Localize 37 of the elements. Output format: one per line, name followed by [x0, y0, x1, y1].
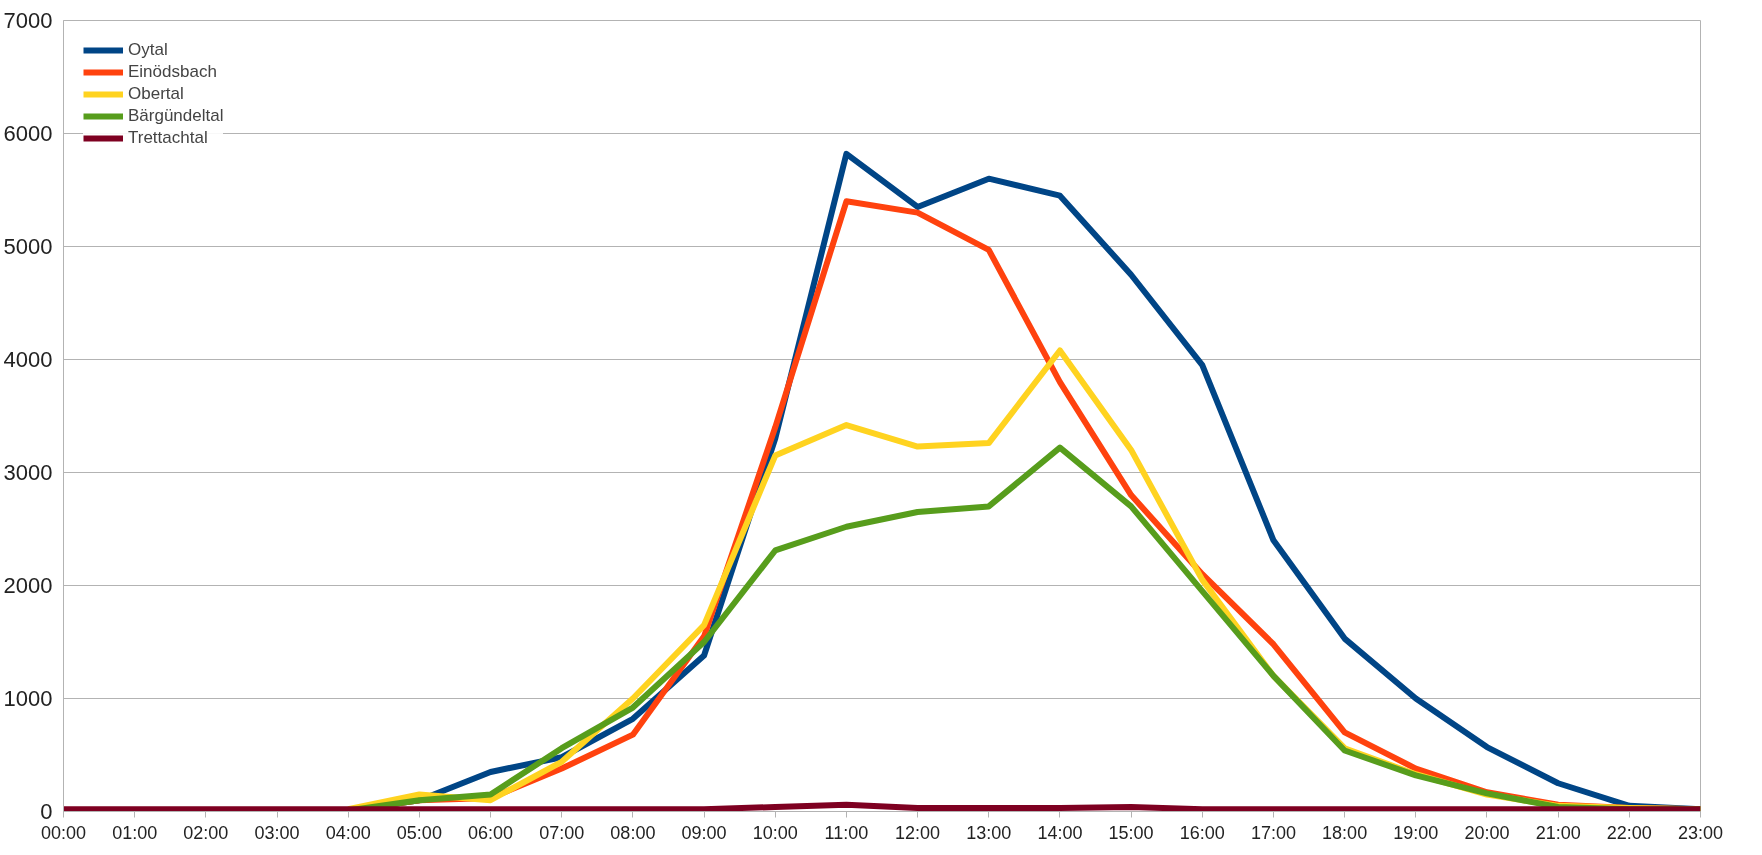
x-tick-label: 10:00 — [752, 822, 798, 843]
x-tick-label: 00:00 — [40, 822, 87, 843]
x-tick-label: 17:00 — [1250, 822, 1296, 843]
x-tick-label: 12:00 — [895, 822, 941, 843]
legend-label: Bärgündeltal — [128, 106, 224, 126]
x-tick-label: 11:00 — [824, 822, 869, 843]
x-tick-label: 02:00 — [183, 822, 229, 843]
x-tick-label: 15:00 — [1108, 822, 1154, 843]
x-tick-label: 01:00 — [112, 822, 158, 843]
x-tick-label: 18:00 — [1322, 822, 1368, 843]
x-tick-label: 14:00 — [1037, 822, 1083, 843]
x-tick-label: 06:00 — [468, 822, 514, 843]
legend-label: Obertal — [128, 84, 184, 104]
legend-label: Oytal — [128, 40, 168, 60]
x-tick-label: 05:00 — [396, 822, 442, 843]
x-tick-label: 13:00 — [966, 822, 1012, 843]
y-tick-label: 6000 — [3, 121, 53, 146]
y-tick-label: 7000 — [3, 8, 53, 33]
y-tick-label: 5000 — [3, 234, 53, 259]
x-tick-label: 03:00 — [254, 822, 300, 843]
y-tick-label: 1000 — [3, 686, 53, 711]
legend-label: Trettachtal — [128, 128, 208, 148]
x-tick-label: 07:00 — [539, 822, 585, 843]
y-tick-label: 2000 — [3, 573, 53, 598]
y-tick-label: 0 — [40, 799, 53, 824]
x-tick-label: 21:00 — [1535, 822, 1581, 843]
x-tick-label: 20:00 — [1464, 822, 1510, 843]
x-tick-label: 22:00 — [1606, 822, 1652, 843]
x-tick-label: 08:00 — [610, 822, 656, 843]
x-tick-label: 19:00 — [1393, 822, 1439, 843]
x-tick-label: 16:00 — [1179, 822, 1225, 843]
legend-label: Einödsbach — [128, 62, 217, 82]
x-tick-label: 04:00 — [325, 822, 371, 843]
y-tick-label: 3000 — [3, 460, 53, 485]
y-tick-label: 4000 — [3, 347, 53, 372]
x-tick-label: 23:00 — [1677, 822, 1724, 843]
x-tick-label: 09:00 — [681, 822, 727, 843]
